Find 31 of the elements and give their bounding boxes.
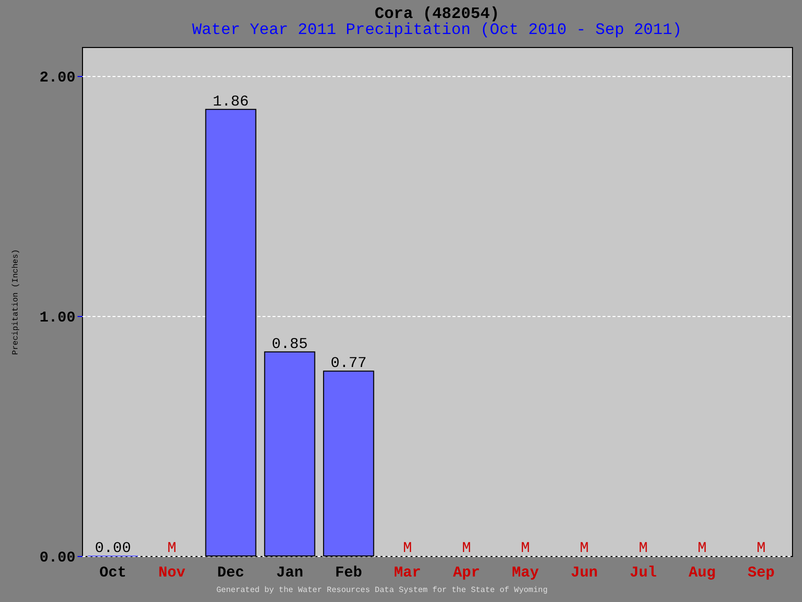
x-tick-label: Oct [99, 564, 126, 582]
text: M [638, 540, 648, 557]
text: M [462, 540, 471, 557]
data-label: 0.85 [272, 336, 308, 353]
y-tick-label: 0.00 [39, 550, 76, 566]
x-tick-label: Jul [630, 564, 657, 582]
x-tick-label: Mar [394, 564, 422, 582]
x-tick-label: Sep [748, 564, 775, 582]
data-label: 0.77 [330, 355, 367, 372]
x-tick-label: May [512, 564, 539, 582]
data-label: 0.00 [94, 540, 131, 557]
text: Generated by the Water Resources Data System for the State of Wyoming [216, 586, 548, 595]
text: M [580, 540, 589, 557]
y-axis-title: Precipitation (Inches) [11, 249, 20, 355]
x-tick-label: Aug [688, 564, 716, 582]
chart-subtitle: Water Year 2011 Precipitation (Oct 2010 - Sep 2011) [192, 21, 682, 39]
y-tick-label: 1.00 [39, 309, 76, 326]
x-tick-label: Dec [217, 564, 244, 582]
text: M [756, 540, 766, 557]
text: M [167, 540, 176, 557]
x-tick-label: Jan [276, 564, 304, 582]
y-tick-label: 2.00 [39, 69, 76, 86]
x-tick-label: Nov [158, 564, 186, 582]
chart-title: Cora (482054) [374, 5, 500, 23]
data-label: 1.86 [212, 93, 249, 110]
text: M [698, 540, 707, 557]
x-tick-label: Apr [452, 564, 480, 582]
text: M [403, 540, 412, 557]
x-tick-label: Jun [570, 564, 598, 582]
x-tick-label: Feb [335, 564, 362, 582]
text: M [520, 540, 530, 557]
